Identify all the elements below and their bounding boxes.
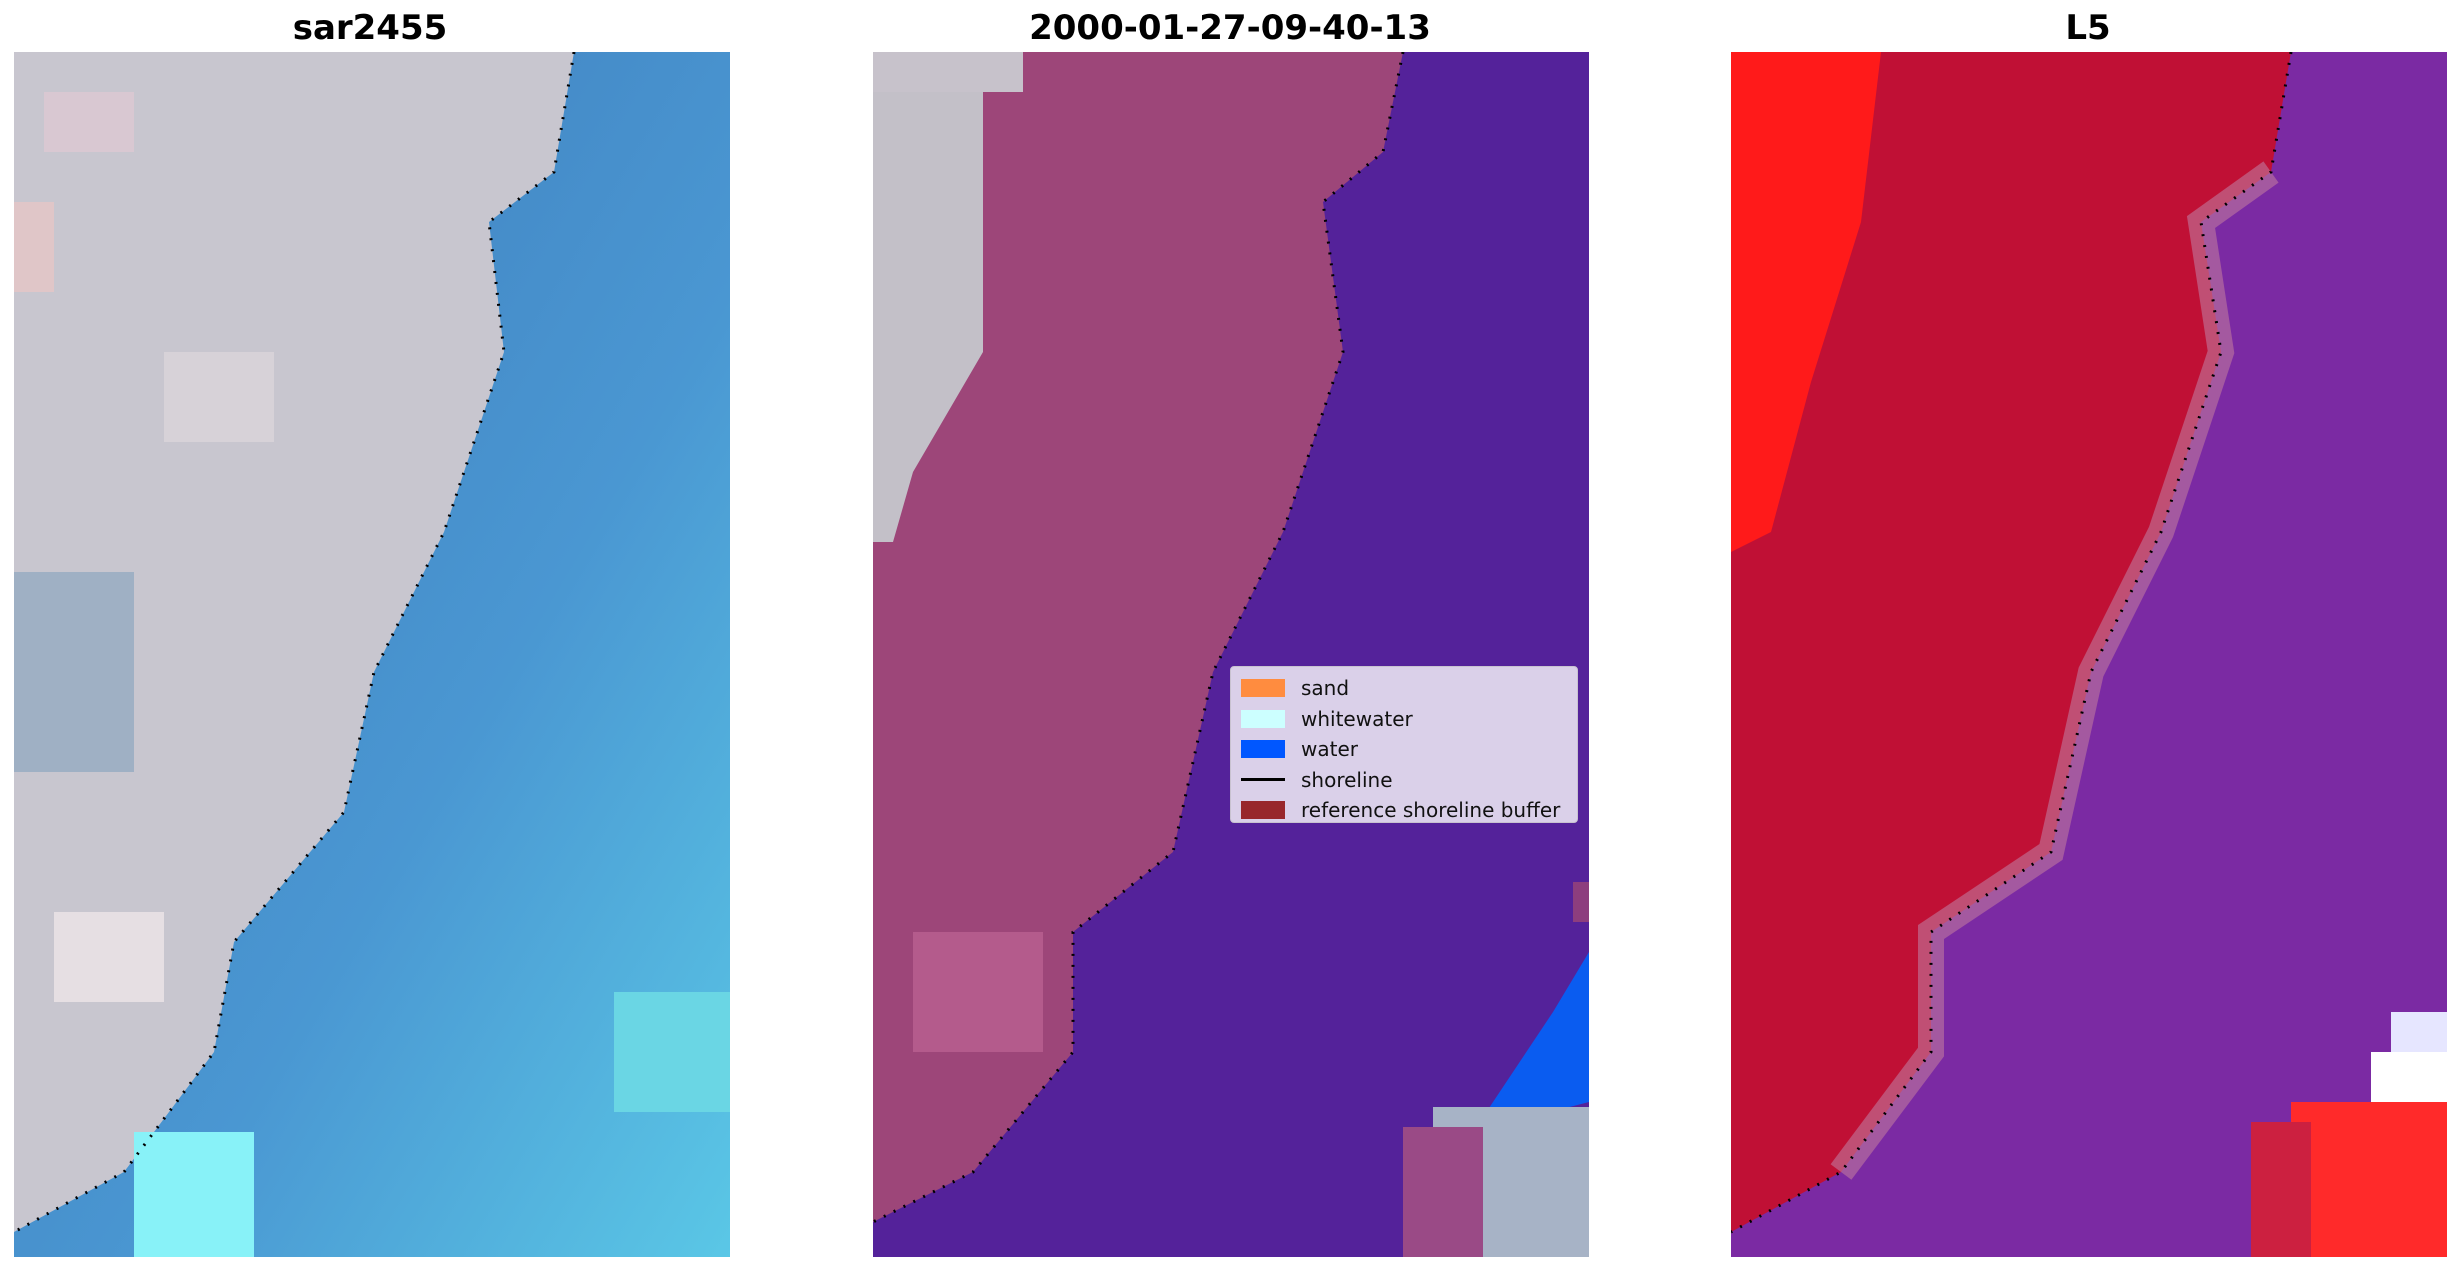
legend-item-sand: sand xyxy=(1241,673,1567,704)
legend-label: shoreline xyxy=(1301,767,1393,792)
legend-item-water: water xyxy=(1241,734,1567,765)
legend-label: water xyxy=(1301,737,1358,762)
sand-swatch xyxy=(1241,679,1285,698)
rgb-image-panel xyxy=(14,52,730,1257)
legend-item-reference-buffer: reference shoreline buffer xyxy=(1241,795,1567,826)
index-image xyxy=(1731,52,2447,1257)
rgb-image xyxy=(14,52,730,1257)
legend-label: whitewater xyxy=(1301,706,1413,731)
classified-image xyxy=(873,52,1589,1257)
panel-title-classified: 2000-01-27-09-40-13 xyxy=(1029,8,1431,48)
index-image-panel xyxy=(1731,52,2447,1257)
legend-item-whitewater: whitewater xyxy=(1241,704,1567,735)
panel-title-index: L5 xyxy=(2065,8,2111,48)
legend-label: reference shoreline buffer xyxy=(1301,798,1561,823)
shoreline-swatch xyxy=(1241,778,1285,782)
legend-item-shoreline: shoreline xyxy=(1241,765,1567,796)
water-swatch xyxy=(1241,740,1285,759)
legend-label: sand xyxy=(1301,676,1350,701)
panel-title-rgb: sar2455 xyxy=(292,8,448,48)
reference-buffer-swatch xyxy=(1241,801,1285,820)
legend: sand whitewater water shoreline referenc… xyxy=(1230,666,1578,823)
classified-image-panel xyxy=(873,52,1589,1257)
whitewater-swatch xyxy=(1241,709,1285,728)
